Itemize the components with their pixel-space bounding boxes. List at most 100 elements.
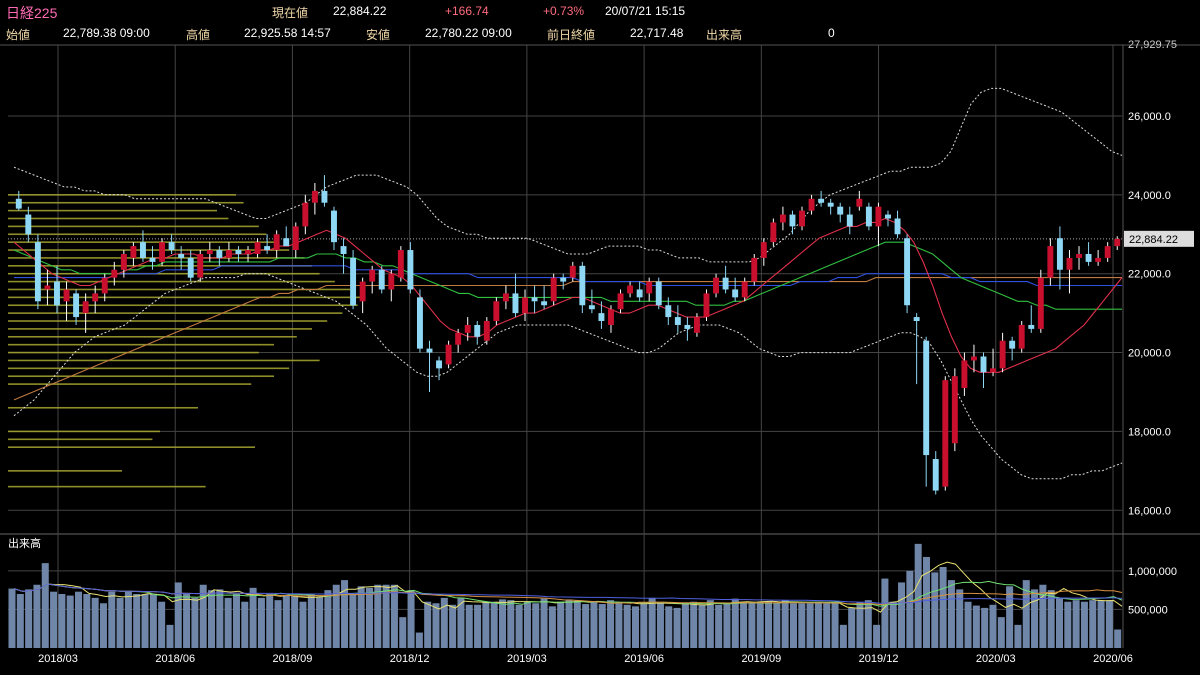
volume-bar	[823, 603, 831, 648]
candle-down	[1085, 253, 1092, 262]
candle-down	[923, 340, 930, 456]
volume-bar	[349, 594, 357, 648]
open-value: 22,789.38 09:00	[63, 26, 150, 40]
candle-up	[951, 376, 958, 444]
candle-down	[684, 324, 691, 329]
candle-up	[493, 301, 500, 322]
volume-bar	[997, 617, 1005, 648]
moving-averages	[13, 217, 1123, 401]
candle-down	[588, 305, 595, 310]
top-price-label: 27,929.75	[1128, 39, 1177, 51]
candle-up	[311, 190, 318, 203]
candle-up	[388, 273, 395, 290]
volume-profile-bar	[8, 470, 122, 472]
time-tick-label: 2020/06	[1093, 653, 1133, 665]
price-change: +166.74	[445, 4, 489, 18]
volume-bar	[1064, 601, 1072, 648]
volume-bar	[1047, 590, 1055, 648]
candle-up	[44, 285, 51, 290]
candle-down	[15, 198, 22, 209]
volume-bar	[532, 603, 540, 648]
candle-up	[445, 344, 452, 365]
volume-bar	[1022, 580, 1030, 648]
volume-profile-bar	[8, 351, 259, 354]
volume-bar	[756, 601, 764, 648]
volume-bar	[789, 603, 797, 648]
volume-bar	[898, 582, 906, 648]
volume-profile-bar	[8, 225, 259, 228]
axis-labels: 26,000.0 24,000.0 22,000.0 20,000.0 18,000.0…	[38, 39, 1194, 665]
volume-profile-bar	[8, 485, 206, 488]
current-price-value: 22,884.22	[333, 4, 387, 18]
prev-close-value: 22,717.48	[630, 26, 684, 40]
quote-datetime: 20/07/21 15:15	[605, 4, 686, 18]
volume-profile-bar	[8, 201, 244, 204]
candle-up	[713, 277, 720, 294]
candle-down	[378, 269, 385, 290]
volume-bar	[341, 580, 349, 648]
candle-down	[885, 214, 891, 219]
candle-up	[464, 324, 471, 333]
volume-bar	[365, 587, 373, 648]
ma-long-line	[13, 277, 1122, 401]
candle-down	[665, 305, 672, 318]
volume-profile-bar	[8, 383, 252, 385]
volume-profile-bar	[8, 296, 366, 299]
volume-value: 0	[828, 26, 835, 40]
volume-bar	[632, 606, 640, 648]
candle-down	[846, 214, 853, 227]
candle-down	[187, 257, 194, 278]
candle-up	[961, 360, 968, 389]
volume-bar	[424, 601, 432, 648]
instrument-title: 日経225	[6, 5, 58, 21]
prev-close-label: 前日終値	[547, 28, 596, 42]
bollinger-bands	[13, 87, 1123, 480]
ma-slow-line	[14, 265, 1122, 287]
volume-bar	[673, 607, 681, 648]
volume-profile-bar	[8, 343, 274, 346]
candle-down	[827, 202, 834, 207]
volume-bar	[440, 597, 448, 648]
candle-up	[1047, 246, 1054, 278]
volume-bar	[191, 597, 199, 648]
volume-profile-bar	[8, 375, 274, 378]
candle-down	[350, 257, 357, 306]
volume-bar	[166, 624, 174, 648]
candle-up	[1066, 257, 1073, 270]
candle-down	[913, 317, 920, 322]
volume-bar	[216, 589, 224, 648]
volume-bar	[108, 591, 116, 648]
candle-down	[25, 214, 32, 235]
current-price-box	[1124, 230, 1194, 247]
candle-down	[636, 289, 643, 298]
candle-down	[579, 265, 586, 306]
volume-bar	[474, 604, 482, 648]
volume-bar	[432, 603, 440, 648]
volume-label: 出来高	[706, 28, 743, 42]
volume-bar	[41, 563, 49, 648]
volume-profile	[8, 194, 366, 488]
candle-down	[331, 210, 337, 243]
candle-down	[932, 459, 939, 491]
candle-down	[818, 198, 825, 203]
candle-up	[359, 281, 366, 302]
volume-bar	[557, 601, 565, 648]
volume-bar	[266, 594, 274, 648]
candle-up	[292, 226, 299, 251]
volume-bar	[241, 601, 249, 648]
volume-bar	[623, 604, 631, 648]
volume-bar	[931, 572, 939, 648]
volume-bar	[1114, 629, 1122, 648]
volume-profile-bar	[8, 328, 312, 330]
candle-up	[225, 250, 232, 258]
time-tick-label: 2018/09	[273, 653, 313, 665]
volume-profile-bar	[8, 288, 350, 291]
candle-up	[455, 332, 462, 345]
volume-bar	[715, 604, 723, 648]
volume-profile-bar	[8, 233, 267, 236]
candle-up	[779, 214, 786, 223]
volume-bar	[573, 600, 581, 648]
candle-up	[808, 198, 815, 211]
high-label: 高値	[186, 28, 211, 42]
